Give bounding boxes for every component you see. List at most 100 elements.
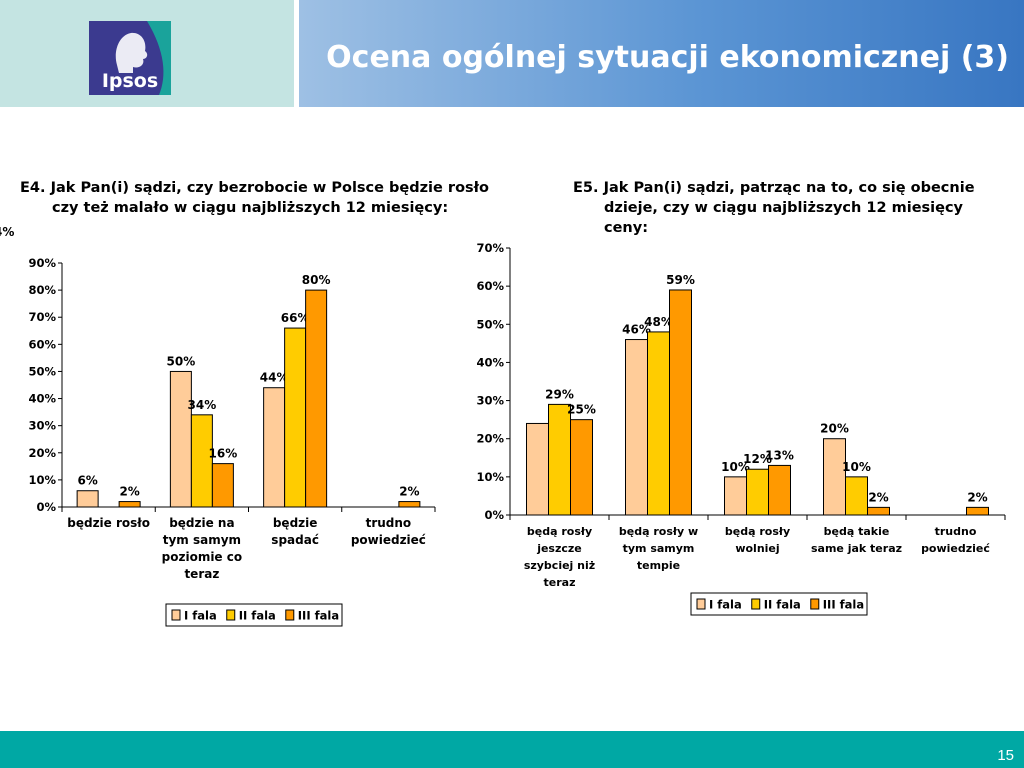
legend-label: II fala	[764, 598, 801, 612]
category-label: same jak teraz	[811, 542, 902, 555]
bar	[768, 464, 791, 516]
question-e4-line1: Jak Pan(i) sądzi, czy bezrobocie w Polsc…	[50, 180, 489, 196]
y-tick-label: 60%	[476, 279, 504, 293]
y-tick-label: 10%	[28, 473, 56, 487]
data-label: 59%	[666, 273, 695, 287]
header-separator	[294, 0, 299, 107]
legend-box	[690, 592, 868, 616]
data-label: 80%	[302, 273, 331, 287]
legend-label: III fala	[298, 609, 339, 623]
category-label: będą rosły w	[619, 525, 698, 538]
data-label: 48%	[644, 315, 673, 329]
data-label: 10%	[721, 460, 750, 474]
y-tick-label: 20%	[28, 446, 56, 460]
y-tick-label: 70%	[28, 310, 56, 324]
bar	[211, 463, 234, 508]
data-label: 16%	[209, 447, 238, 461]
question-e5-line2: dzieje, czy w ciągu najbliższych 12 mies…	[604, 200, 964, 216]
y-tick-label: 0%	[36, 500, 56, 514]
footer-bar	[0, 731, 1024, 768]
bar	[647, 331, 670, 516]
page-number: 15	[997, 747, 1014, 764]
category-label: powiedzieć	[351, 533, 426, 547]
data-label: 34%	[188, 398, 217, 412]
category-label: teraz	[544, 576, 576, 589]
question-e4-number: E4.	[20, 180, 46, 196]
legend-box	[165, 603, 343, 627]
legend-swatch	[171, 609, 181, 621]
legend-label: I fala	[184, 609, 217, 623]
ipsos-logo: Ipsos	[89, 21, 171, 95]
bar	[724, 476, 747, 516]
page-title: Ocena ogólnej sytuacji ekonomicznej (3)	[326, 40, 1009, 75]
category-label: będzie	[273, 516, 318, 530]
data-label: 2%	[967, 490, 987, 504]
category-label: jeszcze	[536, 542, 582, 555]
data-label: 2%	[119, 485, 139, 499]
bar	[669, 289, 692, 516]
bar	[548, 403, 571, 516]
category-label: będzie na	[169, 516, 234, 530]
category-label: będą takie	[824, 525, 890, 538]
bar	[76, 490, 99, 508]
y-tick-label: 60%	[28, 337, 56, 351]
data-label: 12%	[743, 452, 772, 466]
bar	[398, 501, 421, 508]
y-tick-label: 10%	[476, 470, 504, 484]
y-tick-label: 20%	[476, 432, 504, 446]
y-tick-label: 80%	[28, 283, 56, 297]
chart-prices: 0% 10% 20% 30% 40% 50% 60% 70% 24% 29% 25% będą ros…	[0, 225, 1006, 616]
bar	[625, 339, 648, 516]
category-label: tym samym	[623, 542, 695, 555]
logo-text: Ipsos	[102, 70, 158, 92]
bar	[867, 506, 890, 516]
data-label: 20%	[820, 422, 849, 436]
data-label: 2%	[868, 490, 888, 504]
y-tick-label: 30%	[28, 419, 56, 433]
y-tick-label: 50%	[28, 364, 56, 378]
category-label: tym samym	[163, 533, 241, 547]
y-tick-label: 30%	[476, 394, 504, 408]
question-e5-number: E5.	[573, 180, 599, 196]
data-label: 50%	[167, 354, 196, 368]
bar	[570, 419, 593, 516]
data-label: 13%	[765, 448, 794, 462]
legend-swatch	[696, 598, 706, 610]
bar	[190, 414, 213, 508]
category-label: teraz	[184, 567, 219, 581]
bar	[845, 476, 868, 516]
question-e5-line1: Jak Pan(i) sądzi, patrząc na to, co się …	[603, 180, 975, 196]
data-label: 24%	[0, 225, 14, 239]
legend-label: III fala	[823, 598, 864, 612]
chart-unemployment: 0% 10% 20% 30% 40% 50% 60% 70% 80% 90% 6% 2% będzie …	[28, 256, 436, 627]
question-e5: E5. Jak Pan(i) sądzi, patrząc na to, co …	[573, 178, 1013, 238]
category-label: tempie	[637, 559, 680, 572]
y-tick-label: 50%	[476, 317, 504, 331]
category-label: będą rosły	[527, 525, 592, 538]
y-tick-label: 0%	[484, 508, 504, 522]
data-label: 6%	[77, 474, 97, 488]
category-label: trudno	[366, 516, 412, 530]
header-title-bar	[299, 0, 1024, 107]
data-label: 66%	[281, 311, 310, 325]
data-label: 2%	[399, 485, 419, 499]
bar	[823, 438, 846, 516]
category-label: szybciej niż	[524, 559, 595, 572]
category-label: poziomie co	[162, 550, 242, 564]
data-label: 25%	[567, 403, 596, 417]
category-label: będzie rosło	[67, 516, 150, 530]
y-tick-label: 90%	[28, 256, 56, 270]
legend-label: I fala	[709, 598, 742, 612]
legend-label: II fala	[239, 609, 276, 623]
y-tick-label: 40%	[476, 355, 504, 369]
category-label: spadać	[271, 533, 319, 547]
data-label: 29%	[545, 387, 574, 401]
data-label: 46%	[622, 323, 651, 337]
question-e4: E4. Jak Pan(i) sądzi, czy bezrobocie w P…	[20, 178, 540, 218]
category-label: wolniej	[735, 542, 779, 555]
category-label: będą rosły	[725, 525, 790, 538]
data-label: 10%	[842, 460, 871, 474]
question-e5-line3: ceny:	[604, 220, 649, 236]
bar	[118, 501, 141, 508]
category-label: trudno	[935, 525, 977, 538]
